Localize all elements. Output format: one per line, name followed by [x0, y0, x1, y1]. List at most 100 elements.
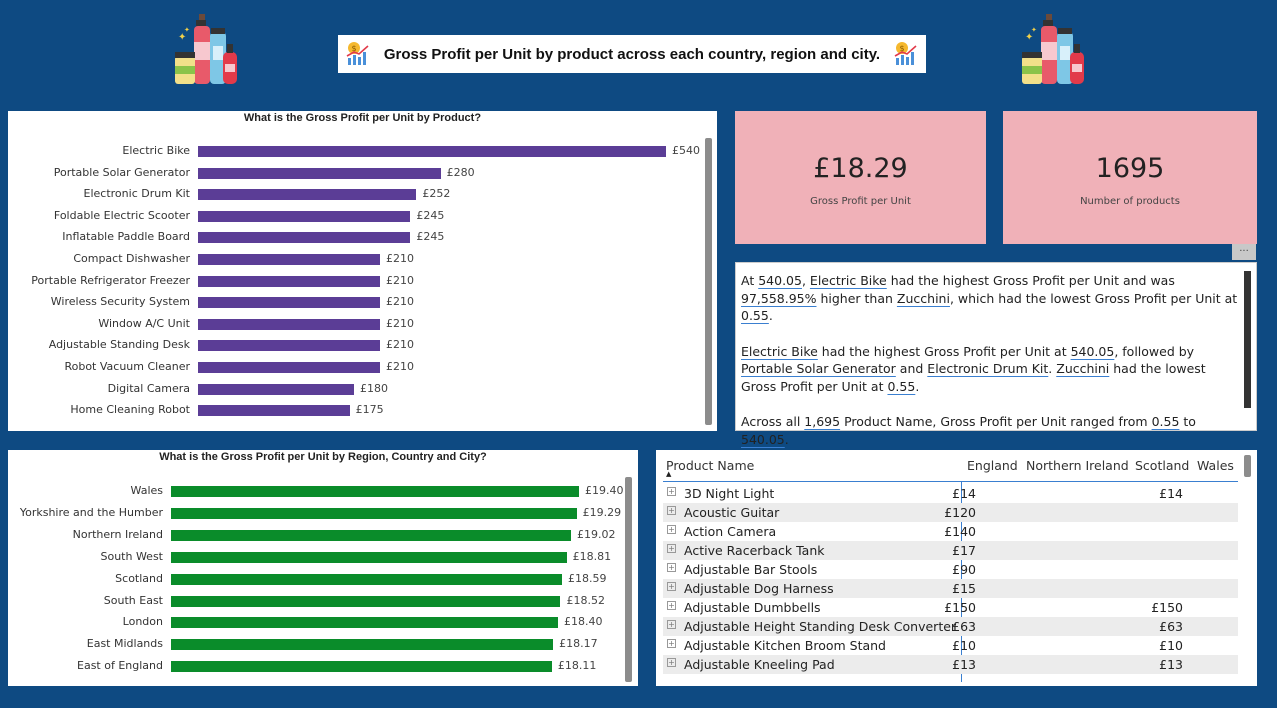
- product-name-cell: Acoustic Guitar: [684, 505, 780, 520]
- bar[interactable]: [198, 146, 666, 157]
- narrative-value[interactable]: Portable Solar Generator: [741, 361, 896, 376]
- narrative-value[interactable]: 540.05: [1070, 343, 1115, 359]
- product-name-cell: Active Racerback Tank: [684, 543, 825, 558]
- bar[interactable]: [171, 551, 567, 563]
- bar[interactable]: [171, 529, 571, 541]
- product-chart-panel[interactable]: What is the Gross Profit per Unit by Pro…: [8, 111, 717, 431]
- bar[interactable]: [198, 275, 380, 287]
- value-cell-england: £13: [952, 657, 976, 672]
- region-chart-scrollbar[interactable]: [625, 477, 632, 682]
- bar-category-label: East Midlands: [86, 637, 163, 651]
- expand-row-icon[interactable]: +: [667, 563, 676, 572]
- product-name-cell: Adjustable Dumbbells: [684, 600, 821, 615]
- table-row[interactable]: + Adjustable Kneeling Pad £13 £13: [663, 655, 1238, 674]
- expand-row-icon[interactable]: +: [667, 487, 676, 496]
- product-country-matrix[interactable]: Product Name ▲ England Northern Ireland …: [656, 450, 1257, 686]
- column-header-scotland[interactable]: Scotland: [1135, 458, 1190, 473]
- table-row[interactable]: + Adjustable Bar Stools £90: [663, 560, 1238, 579]
- product-chart-scrollbar[interactable]: [705, 138, 712, 425]
- bar[interactable]: [198, 189, 417, 201]
- column-header-wales[interactable]: Wales: [1197, 458, 1234, 473]
- bar-value-label: £18.52: [566, 593, 605, 607]
- bar-category-label: Digital Camera: [107, 381, 190, 395]
- column-header-product[interactable]: Product Name: [666, 458, 755, 473]
- expand-row-icon[interactable]: +: [667, 601, 676, 610]
- narrative-value[interactable]: 0.55: [741, 308, 769, 323]
- table-row[interactable]: + Adjustable Height Standing Desk Convert…: [663, 617, 1238, 636]
- bar[interactable]: [198, 167, 441, 179]
- bar-value-label: £540: [672, 144, 700, 157]
- bar-value-label: £210: [386, 316, 414, 330]
- narrative-value[interactable]: 97,558.95%: [741, 290, 817, 306]
- kpi-card-product-count: 1695 Number of products: [1003, 111, 1257, 244]
- svg-text:✦: ✦: [178, 32, 186, 43]
- narrative-value[interactable]: 540.05: [758, 273, 802, 288]
- bar-category-label: Wireless Security System: [50, 295, 190, 309]
- bar[interactable]: [171, 617, 558, 629]
- bar[interactable]: [198, 362, 380, 373]
- bar[interactable]: [198, 297, 380, 309]
- value-cell-scotland: £13: [1159, 657, 1183, 672]
- bar-category-label: Scotland: [115, 571, 163, 585]
- bar-value-label: £280: [446, 165, 475, 179]
- table-row[interactable]: +3D Night Light £14 £14: [663, 484, 1238, 503]
- expand-row-icon[interactable]: +: [667, 525, 676, 534]
- value-cell-scotland: £14: [1159, 486, 1183, 501]
- narrative-value[interactable]: 0.55: [1151, 414, 1180, 429]
- table-row[interactable]: + Adjustable Kitchen Broom Stand £10 £10: [663, 636, 1238, 655]
- bar[interactable]: [198, 340, 380, 352]
- value-cell-scotland: £10: [1159, 638, 1183, 653]
- expand-row-icon[interactable]: +: [667, 544, 676, 553]
- expand-row-icon[interactable]: +: [667, 582, 676, 591]
- page-title: Gross Profit per Unit by product across …: [383, 45, 881, 63]
- bar-value-label: £245: [416, 230, 445, 244]
- bar[interactable]: [171, 573, 562, 585]
- bar[interactable]: [171, 507, 577, 519]
- column-header-england[interactable]: England: [967, 458, 1018, 473]
- table-row[interactable]: + Adjustable Dumbbells £150 £150: [663, 598, 1238, 617]
- narrative-value[interactable]: Electronic Drum Kit: [927, 361, 1049, 376]
- narrative-scrollbar[interactable]: [1244, 271, 1251, 408]
- table-row[interactable]: + Active Racerback Tank £17: [663, 541, 1238, 560]
- svg-text:✦: ✦: [1031, 26, 1037, 34]
- expand-row-icon[interactable]: +: [667, 506, 676, 515]
- expand-row-icon[interactable]: +: [667, 639, 676, 648]
- bar[interactable]: [171, 595, 561, 607]
- sort-ascending-icon[interactable]: ▲: [666, 470, 672, 478]
- narrative-value[interactable]: 0.55: [887, 378, 916, 394]
- table-row[interactable]: + Acoustic Guitar £120: [663, 503, 1238, 522]
- bar-category-label: Inflatable Paddle Board: [62, 230, 190, 244]
- region-chart-panel[interactable]: What is the Gross Profit per Unit by Reg…: [8, 450, 638, 686]
- more-options-button[interactable]: ...: [1232, 244, 1256, 260]
- bar[interactable]: [198, 318, 380, 330]
- bar-value-label: £210: [386, 252, 414, 265]
- bar-value-label: £19.40: [585, 484, 624, 497]
- narrative-value[interactable]: Electric Bike: [741, 343, 818, 359]
- table-row[interactable]: + Adjustable Dog Harness £15: [663, 579, 1238, 598]
- column-header-northern-ireland[interactable]: Northern Ireland: [1026, 458, 1129, 473]
- bar[interactable]: [198, 383, 354, 395]
- svg-text:✦: ✦: [1025, 32, 1033, 43]
- kpi-value: £18.29: [813, 153, 908, 184]
- bar-value-label: £18.40: [563, 615, 603, 629]
- table-row[interactable]: + Action Camera £140: [663, 522, 1238, 541]
- matrix-scrollbar[interactable]: [1244, 455, 1251, 477]
- bar[interactable]: [198, 210, 411, 222]
- narrative-value[interactable]: Zucchini: [1056, 361, 1110, 376]
- narrative-value[interactable]: Zucchini: [896, 290, 950, 306]
- narrative-value[interactable]: 540.05: [741, 431, 785, 447]
- bar-value-label: £18.11: [557, 659, 597, 673]
- narrative-value[interactable]: Electric Bike: [809, 273, 887, 288]
- bar[interactable]: [171, 661, 552, 673]
- bar[interactable]: [171, 639, 554, 651]
- bar[interactable]: [171, 486, 579, 497]
- narrative-value[interactable]: 1,695: [804, 414, 841, 429]
- bar[interactable]: [198, 254, 380, 265]
- expand-row-icon[interactable]: +: [667, 658, 676, 667]
- profit-chart-icon: $: [346, 42, 369, 65]
- expand-row-icon[interactable]: +: [667, 620, 676, 629]
- bar-value-label: £180: [360, 381, 388, 395]
- svg-text:$: $: [351, 44, 356, 53]
- bar[interactable]: [198, 405, 350, 417]
- bar[interactable]: [198, 232, 411, 244]
